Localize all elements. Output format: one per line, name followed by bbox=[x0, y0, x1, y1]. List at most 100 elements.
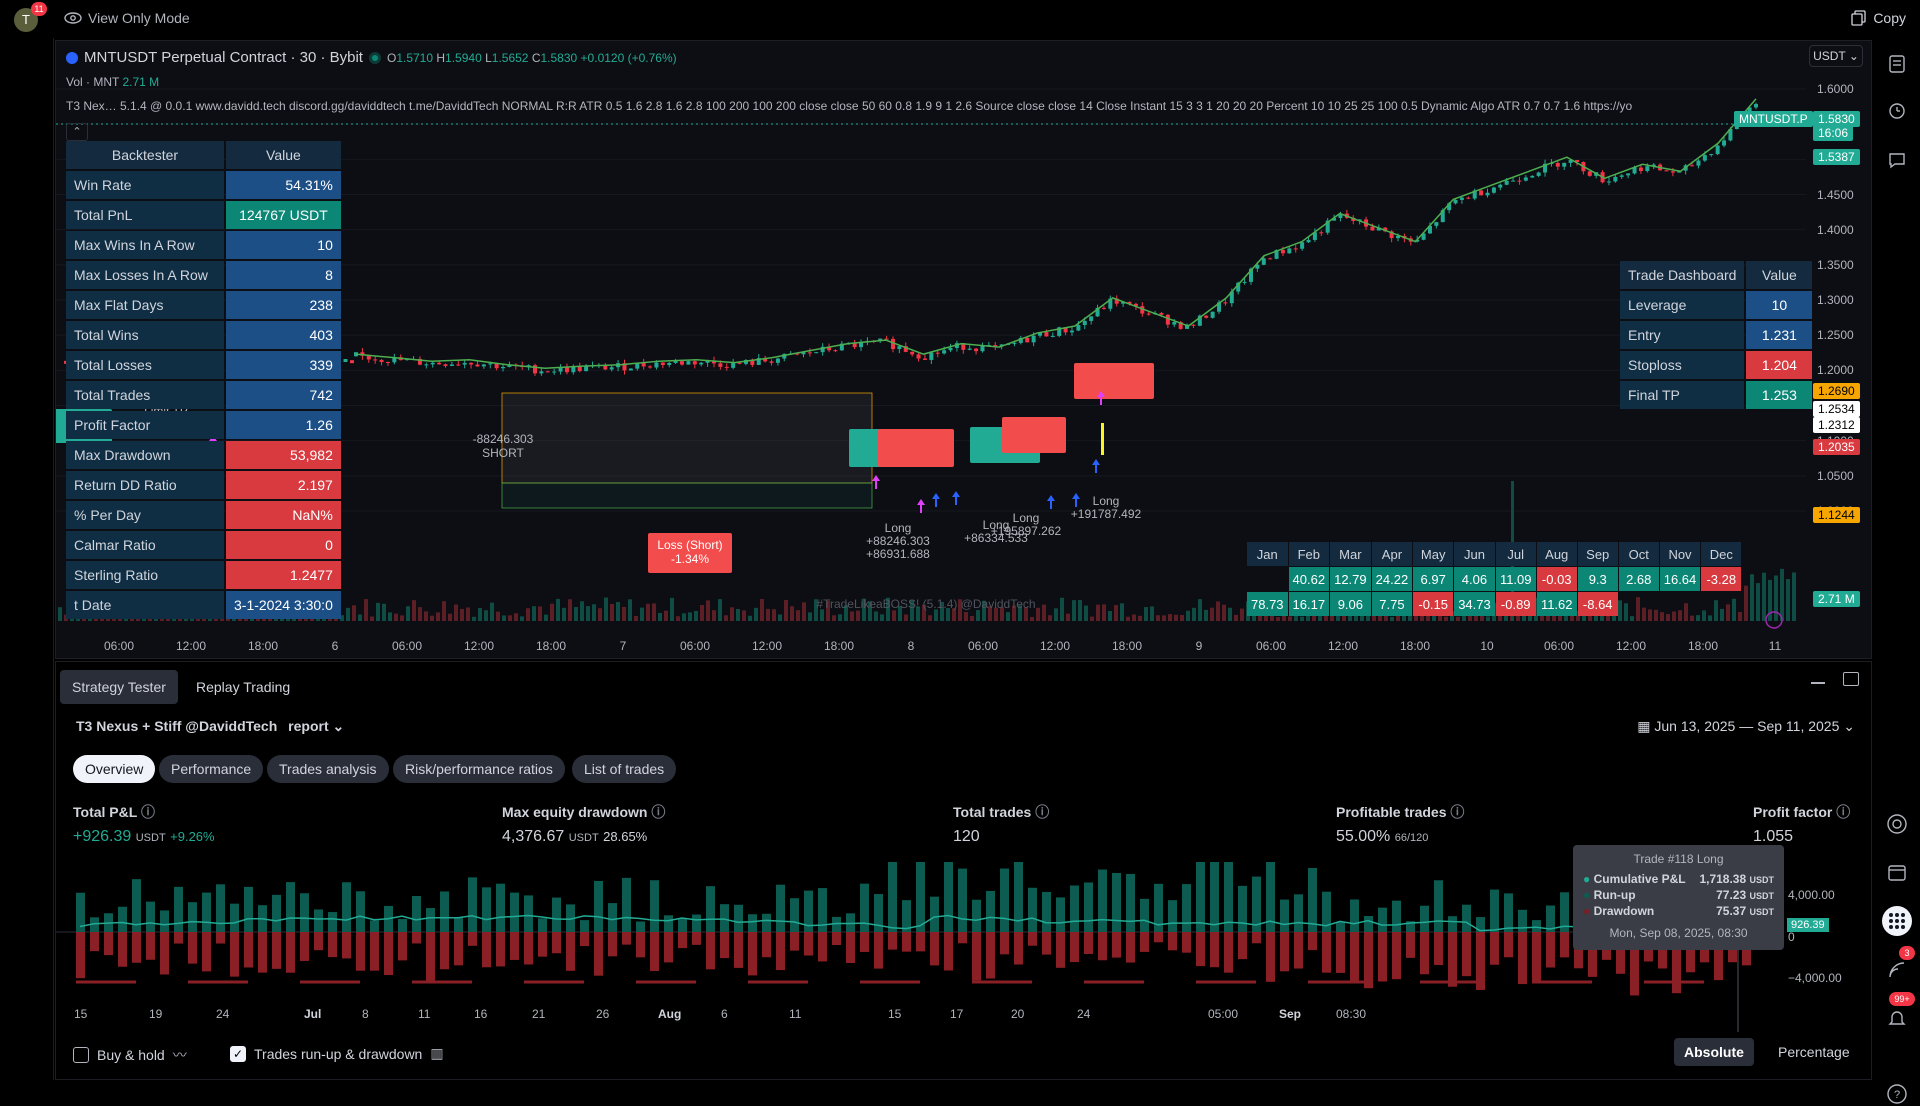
cumulative-pnl-line bbox=[79, 914, 1747, 932]
collapse-legend-button[interactable]: ⌃ bbox=[66, 123, 88, 141]
candle bbox=[1709, 154, 1714, 156]
runup-bar bbox=[510, 892, 519, 932]
chat-icon[interactable] bbox=[1885, 148, 1909, 172]
volume-bar bbox=[1048, 615, 1052, 621]
volume-bar bbox=[940, 601, 944, 621]
drawdown-bar bbox=[76, 932, 85, 979]
month-cell: -3.28 bbox=[1701, 567, 1742, 591]
volume-bar bbox=[862, 598, 866, 621]
info-icon[interactable]: ⓘ bbox=[1035, 804, 1050, 820]
volume-bar bbox=[1222, 604, 1226, 621]
tab-list-of-trades[interactable]: List of trades bbox=[572, 755, 677, 783]
tab-strategy-tester[interactable]: Strategy Tester bbox=[60, 670, 178, 704]
runup-bar bbox=[188, 902, 197, 932]
alarm-clock-icon[interactable] bbox=[1885, 98, 1909, 122]
currency-selector[interactable]: USDT ⌄ bbox=[1809, 45, 1863, 67]
date-range-selector[interactable]: ▦ Jun 13, 2025 — Sep 11, 2025 ⌄ bbox=[1637, 718, 1855, 735]
drawdown-bar bbox=[594, 932, 603, 976]
candle bbox=[660, 362, 665, 366]
drawdown-bar bbox=[762, 932, 771, 958]
candle bbox=[1440, 210, 1445, 223]
tab-replay-trading[interactable]: Replay Trading bbox=[196, 679, 291, 695]
drawdown-bar bbox=[874, 932, 883, 969]
candle bbox=[1479, 190, 1484, 196]
backtester-row: t Date 3-1-2024 3:30:0 bbox=[66, 591, 341, 619]
runup-drawdown-toggle[interactable]: ✓ Trades run-up & drawdown ▥ bbox=[230, 1045, 444, 1062]
report-title[interactable]: T3 Nexus + Stiff @DaviddTech report ⌄ bbox=[76, 718, 344, 735]
absolute-button[interactable]: Absolute bbox=[1674, 1038, 1754, 1066]
candle bbox=[424, 364, 429, 366]
volume-bar bbox=[592, 604, 596, 621]
candle bbox=[1715, 145, 1720, 155]
info-icon[interactable]: ⓘ bbox=[1450, 804, 1465, 820]
target-icon[interactable] bbox=[1885, 812, 1909, 836]
candle bbox=[699, 362, 704, 365]
runup-bar bbox=[972, 899, 981, 932]
buy-hold-toggle[interactable]: Buy & hold 〰 bbox=[73, 1045, 187, 1065]
chart-pane[interactable]: -88246.303SHORTLimit TP192544.428Long+19… bbox=[55, 40, 1872, 659]
candle bbox=[974, 348, 979, 352]
volume-bar bbox=[1672, 611, 1676, 621]
candle bbox=[417, 358, 422, 365]
view-only-mode[interactable]: View Only Mode bbox=[64, 10, 190, 26]
tab-overview[interactable]: Overview bbox=[73, 755, 156, 783]
volume-bar bbox=[1228, 607, 1232, 621]
drawdown-bar bbox=[1238, 932, 1247, 960]
candle bbox=[1159, 312, 1164, 315]
volume-bar bbox=[634, 615, 638, 621]
candle bbox=[1670, 171, 1675, 173]
pnl-price-tag: 926.39 bbox=[1787, 918, 1829, 932]
checkbox-checked-icon[interactable]: ✓ bbox=[230, 1045, 246, 1062]
volume-bar bbox=[472, 616, 476, 621]
tab-risk-performance[interactable]: Risk/performance ratios bbox=[393, 755, 565, 783]
checkbox-icon[interactable] bbox=[73, 1047, 89, 1063]
runup-bar bbox=[818, 888, 827, 932]
percentage-button[interactable]: Percentage bbox=[1778, 1044, 1850, 1060]
candle bbox=[1242, 281, 1247, 283]
indicator-legend[interactable]: T3 Nex… 5.1.4 @ 0.0.1 www.davidd.tech di… bbox=[66, 99, 1633, 113]
buy-hold-label: Buy & hold bbox=[97, 1047, 165, 1063]
runup-label: Run-up bbox=[1593, 888, 1636, 902]
row-value: 1.231 bbox=[1746, 321, 1813, 349]
volume-bar bbox=[376, 602, 380, 621]
watchlist-icon[interactable] bbox=[1885, 52, 1909, 76]
copy-button[interactable]: Copy bbox=[1851, 10, 1906, 26]
symbol-legend[interactable]: MNTUSDT Perpetual Contract · 30 · Bybit … bbox=[66, 49, 677, 66]
price-label: 1.2000 bbox=[1817, 363, 1854, 378]
runup-bar bbox=[664, 915, 673, 932]
candle bbox=[1459, 197, 1464, 200]
volume-bar bbox=[664, 610, 668, 621]
bell-icon[interactable] bbox=[1885, 1006, 1909, 1030]
date-range-label: Jun 13, 2025 — Sep 11, 2025 bbox=[1654, 718, 1840, 734]
candle bbox=[552, 371, 557, 373]
row-key: Total Wins bbox=[66, 321, 224, 349]
minimize-icon[interactable] bbox=[1811, 682, 1825, 684]
bar-chart-icon: ▥ bbox=[430, 1045, 444, 1061]
info-icon[interactable]: ⓘ bbox=[140, 804, 155, 820]
tab-performance[interactable]: Performance bbox=[159, 755, 264, 783]
trade-dashboard-table: Trade Dashboard Value Leverage 10 Entry 1.231… bbox=[1618, 259, 1814, 411]
candle bbox=[532, 365, 537, 374]
drawdown-bar bbox=[1322, 932, 1331, 973]
volume-label: Vol · MNT bbox=[66, 75, 120, 89]
calendar-icon[interactable] bbox=[1885, 860, 1909, 884]
candle bbox=[1370, 226, 1375, 231]
signal-icon[interactable] bbox=[1885, 958, 1909, 982]
volume-bar bbox=[1276, 616, 1280, 621]
help-icon[interactable]: ? bbox=[1885, 1082, 1909, 1106]
runup-value: 77.23 bbox=[1716, 888, 1747, 902]
info-icon[interactable]: ⓘ bbox=[651, 804, 666, 820]
row-value: 1.26 bbox=[226, 411, 341, 439]
runup-bar bbox=[412, 895, 421, 932]
tab-trades-analysis[interactable]: Trades analysis bbox=[267, 755, 389, 783]
maximize-icon[interactable] bbox=[1843, 672, 1859, 686]
info-icon[interactable]: ⓘ bbox=[1836, 804, 1851, 820]
apps-grid-icon[interactable] bbox=[1882, 906, 1912, 936]
volume-legend[interactable]: Vol · MNT 2.71 M bbox=[66, 75, 159, 89]
equity-x-label: 19 bbox=[149, 1007, 163, 1021]
symbol-title[interactable]: MNTUSDT Perpetual Contract · 30 · Bybit bbox=[84, 49, 363, 66]
candle bbox=[1293, 248, 1298, 250]
lightning-icon[interactable] bbox=[1765, 611, 1783, 629]
open-value: 1.5710 bbox=[396, 50, 434, 65]
runup-bar bbox=[90, 917, 99, 932]
